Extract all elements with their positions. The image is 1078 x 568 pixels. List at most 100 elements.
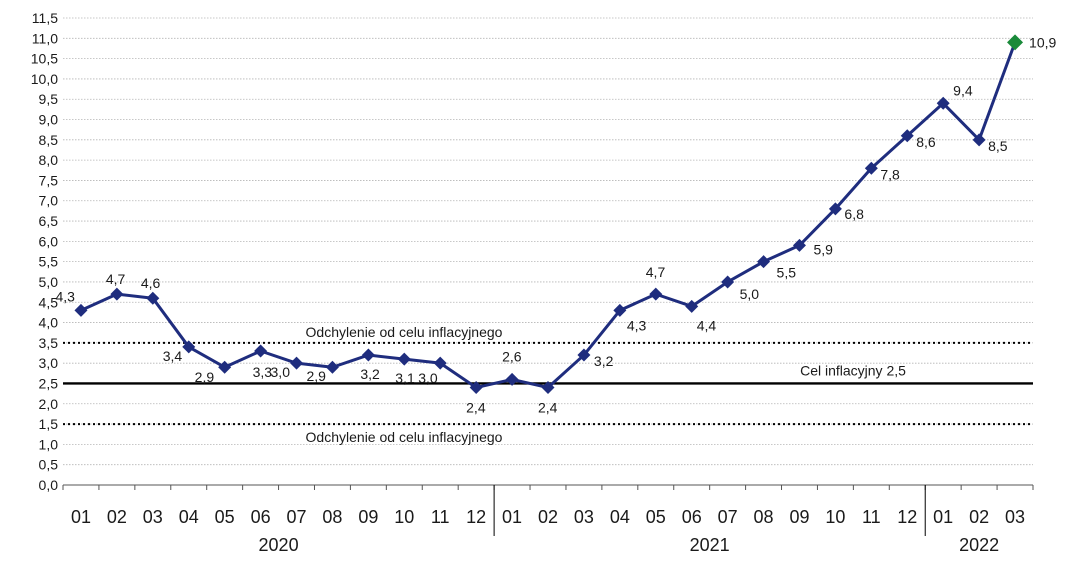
x-tick-label: 05 bbox=[215, 507, 235, 527]
reference-line-label: Cel inflacyjny 2,5 bbox=[800, 362, 906, 378]
data-label: 2,4 bbox=[466, 400, 486, 416]
series-cpi bbox=[74, 34, 1024, 395]
y-tick-label: 3,5 bbox=[39, 335, 59, 351]
x-tick-label: 11 bbox=[862, 507, 881, 527]
data-label: 8,5 bbox=[988, 138, 1008, 154]
reference-lines: Odchylenie od celu inflacyjnego Cel infla… bbox=[63, 324, 1033, 445]
y-tick-label: 2,5 bbox=[39, 375, 59, 391]
data-marker bbox=[828, 202, 842, 216]
x-tick-label: 09 bbox=[358, 507, 378, 527]
y-tick-label: 0,5 bbox=[39, 457, 59, 473]
x-tick-label: 04 bbox=[610, 507, 630, 527]
x-tick-label: 03 bbox=[143, 507, 163, 527]
data-marker bbox=[685, 299, 699, 313]
y-tick-label: 7,0 bbox=[39, 193, 59, 209]
data-marker bbox=[74, 303, 88, 317]
x-tick-label: 12 bbox=[466, 507, 486, 527]
y-tick-label: 4,0 bbox=[39, 315, 59, 331]
x-tick-label: 03 bbox=[574, 507, 594, 527]
data-label: 5,5 bbox=[777, 265, 797, 281]
x-tick-label: 03 bbox=[1005, 507, 1025, 527]
x-tick-label: 09 bbox=[789, 507, 809, 527]
x-tick-label: 11 bbox=[431, 507, 450, 527]
x-tick-label: 10 bbox=[394, 507, 414, 527]
data-label: 3,3 bbox=[253, 364, 273, 380]
data-marker bbox=[505, 372, 519, 386]
data-marker bbox=[757, 255, 771, 269]
data-label: 3,2 bbox=[360, 366, 380, 382]
data-label: 6,8 bbox=[844, 206, 864, 222]
y-tick-label: 8,0 bbox=[39, 152, 59, 168]
y-tick-label: 1,0 bbox=[39, 436, 59, 452]
data-label: 2,9 bbox=[306, 368, 326, 384]
y-tick-label: 1,5 bbox=[39, 416, 59, 432]
x-tick-label: 08 bbox=[754, 507, 774, 527]
data-marker bbox=[792, 238, 806, 252]
data-label: 10,9 bbox=[1029, 34, 1056, 50]
year-label: 2022 bbox=[959, 535, 999, 555]
x-tick-label: 07 bbox=[287, 507, 307, 527]
y-tick-label: 5,5 bbox=[39, 254, 59, 270]
data-label: 4,3 bbox=[55, 288, 75, 304]
data-label: 3,0 bbox=[271, 364, 291, 380]
data-label: 5,9 bbox=[813, 241, 833, 257]
y-tick-label: 9,5 bbox=[39, 91, 59, 107]
data-label: 2,9 bbox=[195, 369, 215, 385]
data-label: 4,7 bbox=[106, 271, 126, 287]
x-tick-label: 01 bbox=[933, 507, 953, 527]
y-tick-label: 9,0 bbox=[39, 112, 59, 128]
gridlines bbox=[63, 17, 1033, 486]
y-tick-label: 11,5 bbox=[32, 10, 58, 26]
x-tick-label: 04 bbox=[179, 507, 199, 527]
data-label: 8,6 bbox=[916, 134, 936, 150]
x-tick-label: 06 bbox=[251, 507, 271, 527]
y-tick-label: 6,5 bbox=[39, 213, 59, 229]
data-marker bbox=[541, 381, 555, 395]
y-tick-label: 0,0 bbox=[39, 477, 59, 493]
year-label: 2021 bbox=[690, 535, 730, 555]
x-tick-label: 02 bbox=[969, 507, 989, 527]
data-marker bbox=[254, 344, 268, 358]
x-tick-label: 02 bbox=[107, 507, 127, 527]
x-tick-label: 08 bbox=[322, 507, 342, 527]
data-marker bbox=[721, 275, 735, 289]
data-label: 5,0 bbox=[740, 286, 760, 302]
data-label: 4,3 bbox=[627, 317, 647, 333]
data-label: 2,6 bbox=[502, 348, 522, 364]
x-tick-label: 10 bbox=[825, 507, 845, 527]
data-label: 3,0 bbox=[418, 370, 438, 386]
data-marker bbox=[218, 360, 232, 374]
year-label: 2020 bbox=[259, 535, 299, 555]
data-label: 9,4 bbox=[953, 82, 973, 98]
data-marker bbox=[972, 133, 986, 147]
y-tick-label: 5,0 bbox=[39, 274, 59, 290]
series-line bbox=[80, 41, 1017, 390]
data-label: 2,4 bbox=[538, 400, 558, 416]
reference-line-label: Odchylenie od celu inflacyjnego bbox=[306, 324, 503, 340]
data-marker bbox=[613, 303, 627, 317]
data-marker bbox=[433, 356, 447, 370]
data-marker bbox=[864, 161, 878, 175]
x-tick-label: 06 bbox=[682, 507, 702, 527]
data-label: 3,4 bbox=[163, 348, 183, 364]
data-label: 3,2 bbox=[594, 353, 614, 369]
x-tick-label: 02 bbox=[538, 507, 558, 527]
data-label: 4,7 bbox=[646, 264, 666, 280]
x-tick-label: 05 bbox=[646, 507, 666, 527]
data-marker bbox=[325, 360, 339, 374]
data-label: 4,4 bbox=[697, 317, 717, 333]
y-axis: 0,0 0,5 1,0 1,5 2,0 2,5 3,0 3,5 4,0 4,5 5,0 5,5 6,0 6… bbox=[31, 10, 58, 493]
x-tick-label: 12 bbox=[897, 507, 917, 527]
y-tick-label: 6,0 bbox=[39, 233, 59, 249]
data-label: 7,8 bbox=[880, 166, 900, 182]
y-tick-label: 4,5 bbox=[39, 294, 59, 310]
data-marker bbox=[649, 287, 663, 301]
y-tick-label: 10,5 bbox=[31, 51, 58, 67]
data-marker bbox=[469, 381, 483, 395]
data-marker bbox=[936, 96, 950, 110]
x-tick-label: 01 bbox=[71, 507, 91, 527]
y-tick-label: 8,5 bbox=[39, 132, 59, 148]
data-marker bbox=[900, 129, 914, 143]
data-marker bbox=[361, 348, 375, 362]
